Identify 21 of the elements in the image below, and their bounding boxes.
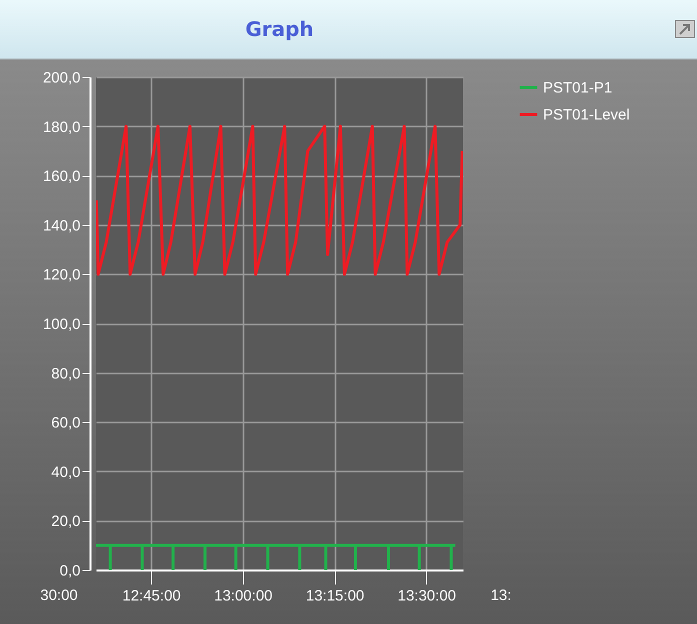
text: 30:00 — [40, 587, 78, 604]
y-tick-label: 40,0 — [51, 464, 80, 481]
y-tick-label: 80,0 — [51, 365, 80, 382]
y-tick-label: 120,0 — [42, 266, 80, 284]
y-tick-label: 180,0 — [42, 118, 80, 136]
y-tick-label: 0,0 — [60, 562, 80, 580]
line-series — [96, 124, 463, 276]
chart-title: Graph — [245, 17, 314, 41]
y-tick-label: 100,0 — [42, 316, 80, 333]
x-tick-label: 13:00:00 — [214, 588, 272, 604]
legend-label: PST01-Level — [543, 106, 630, 124]
y-tick-label: 60,0 — [51, 414, 80, 432]
x-tick-label: 13:15:00 — [306, 588, 364, 604]
y-tick-label: 160,0 — [42, 168, 80, 186]
x-tick-label: 12:45:00 — [122, 588, 181, 604]
y-tick-label: 200,0 — [42, 70, 80, 86]
y-tick-label: 20,0 — [51, 513, 80, 530]
text: 13: — [490, 587, 512, 604]
x-tick-label: 13:30:00 — [398, 588, 456, 604]
y-tick-label: 140,0 — [42, 217, 80, 234]
legend-label: PST01-P1 — [543, 80, 612, 96]
